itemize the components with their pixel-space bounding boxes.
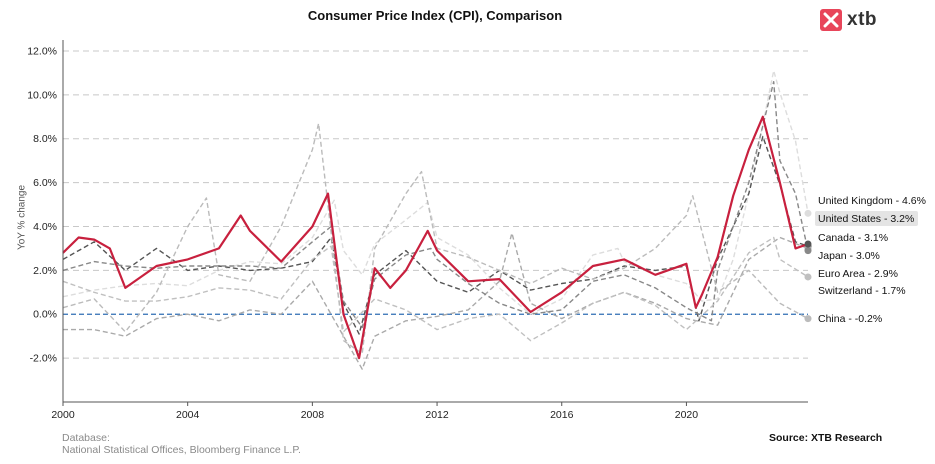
series-line-japan	[63, 232, 809, 370]
xtb-logo-icon	[820, 9, 842, 31]
database-value: National Statistical Offices, Bloomberg …	[62, 444, 301, 456]
y-axis-ticks: -2.0% 0.0% 2.0% 4.0% 6.0% 8.0% 10.0% 12.0%	[27, 45, 57, 364]
end-label-switzerland: Switzerland - 1.7%	[818, 285, 906, 297]
end-label-canada: Canada - 3.1%	[818, 232, 888, 244]
x-tick-label: 2012	[425, 409, 449, 421]
end-label-japan: Japan - 3.0%	[818, 250, 880, 262]
series-end-dot	[804, 273, 812, 281]
x-tick-label: 2000	[51, 409, 75, 421]
series-end-dot	[804, 247, 812, 255]
series-lines	[62, 69, 812, 370]
xtb-logo: xtb	[820, 8, 877, 32]
database-note: Database: National Statistical Offices, …	[62, 432, 301, 456]
x-axis-ticks: 2000 2004 2008 2012 2016 2020	[51, 402, 698, 421]
xtb-logo-text: xtb	[847, 9, 877, 30]
end-label-china: China - -0.2%	[818, 313, 882, 325]
x-tick-label: 2016	[550, 409, 574, 421]
chart-title: Consumer Price Index (CPI), Comparison	[307, 8, 563, 23]
y-tick-label: 10.0%	[27, 89, 57, 101]
series-end-dot	[804, 315, 812, 323]
database-label: Database:	[62, 432, 110, 444]
y-tick-label: 12.0%	[27, 45, 57, 57]
source-note: Source: XTB Research	[769, 432, 883, 444]
y-tick-label: 2.0%	[33, 265, 57, 277]
series-end-dot	[804, 240, 812, 248]
y-tick-label: 6.0%	[33, 177, 57, 189]
series-line-switzerland	[62, 236, 809, 342]
series-line-euro-area	[62, 80, 809, 329]
end-label-euro-area: Euro Area - 2.9%	[818, 268, 898, 280]
end-labels: United Kingdom - 4.6% United States - 3.2…	[815, 195, 926, 325]
x-tick-label: 2008	[301, 409, 325, 421]
series-end-dot	[804, 209, 812, 217]
series-line-canada	[62, 135, 809, 335]
end-label-united-states: United States - 3.2%	[818, 213, 914, 225]
axes	[62, 40, 808, 403]
y-tick-label: -2.0%	[30, 353, 57, 365]
series-line-united-states	[62, 115, 809, 360]
highlight-box	[815, 211, 918, 226]
x-tick-label: 2004	[176, 409, 200, 421]
series-line-china	[62, 122, 809, 355]
series-line-united-kingdom	[62, 69, 809, 315]
y-tick-label: 8.0%	[33, 133, 57, 145]
x-tick-label: 2020	[675, 409, 699, 421]
end-label-united-kingdom: United Kingdom - 4.6%	[818, 195, 926, 207]
y-tick-label: 0.0%	[33, 309, 57, 321]
y-tick-label: 4.0%	[33, 221, 57, 233]
